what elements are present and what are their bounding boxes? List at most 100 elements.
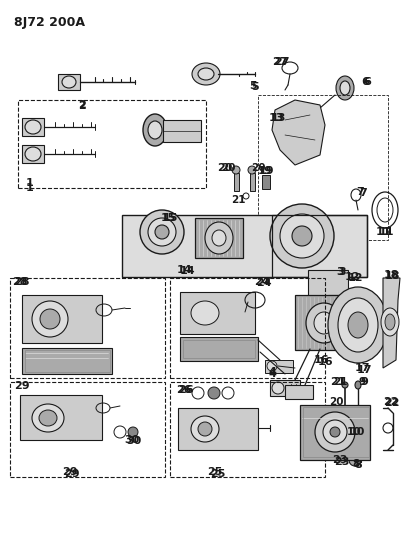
Bar <box>20 395 102 440</box>
Text: 27: 27 <box>273 57 289 67</box>
Bar <box>257 95 387 240</box>
Text: 7: 7 <box>358 188 366 198</box>
Text: 17: 17 <box>353 363 369 373</box>
Text: 12: 12 <box>343 272 359 282</box>
Text: 25: 25 <box>210 469 225 479</box>
Text: 14: 14 <box>180 266 195 276</box>
Bar <box>261 175 269 189</box>
Bar <box>180 337 257 361</box>
Ellipse shape <box>322 420 346 444</box>
Ellipse shape <box>39 410 57 426</box>
Bar <box>10 278 164 378</box>
Ellipse shape <box>354 381 360 389</box>
Text: 4: 4 <box>267 369 275 379</box>
Text: 30: 30 <box>126 436 141 446</box>
Bar <box>348 432 360 462</box>
Bar <box>182 340 254 358</box>
Ellipse shape <box>148 121 162 139</box>
Ellipse shape <box>143 114 166 146</box>
Bar <box>249 173 254 191</box>
Text: 26: 26 <box>178 385 193 395</box>
Ellipse shape <box>32 404 64 432</box>
Bar <box>233 173 239 191</box>
Text: 18: 18 <box>383 271 399 281</box>
Ellipse shape <box>198 422 211 436</box>
Ellipse shape <box>25 147 41 161</box>
Bar <box>170 278 324 378</box>
Text: 24: 24 <box>255 278 271 288</box>
Ellipse shape <box>231 166 239 174</box>
Text: 22: 22 <box>382 397 398 407</box>
Ellipse shape <box>337 298 377 352</box>
Text: 13: 13 <box>269 113 285 123</box>
Text: 16: 16 <box>314 355 329 365</box>
Text: 6: 6 <box>360 77 368 87</box>
Polygon shape <box>307 270 347 310</box>
Bar <box>22 295 102 343</box>
Ellipse shape <box>32 301 68 337</box>
Text: 14: 14 <box>177 265 192 275</box>
Ellipse shape <box>314 412 354 452</box>
Text: 8J72 200A: 8J72 200A <box>14 15 85 28</box>
Text: 1: 1 <box>26 178 34 188</box>
Bar <box>22 348 112 374</box>
Text: 15: 15 <box>160 213 175 223</box>
Bar <box>178 408 257 450</box>
Text: 20: 20 <box>328 397 342 407</box>
Ellipse shape <box>329 427 339 437</box>
Ellipse shape <box>128 427 138 437</box>
Text: 28: 28 <box>12 277 28 287</box>
Text: 30: 30 <box>124 435 139 445</box>
Text: 29: 29 <box>14 381 30 391</box>
Bar <box>22 118 44 136</box>
Ellipse shape <box>266 361 276 371</box>
Text: 11: 11 <box>377 227 393 237</box>
Bar <box>22 145 44 163</box>
Text: 6: 6 <box>362 77 370 87</box>
Bar <box>302 407 368 457</box>
Text: 20: 20 <box>250 163 265 173</box>
Ellipse shape <box>327 287 387 363</box>
Ellipse shape <box>190 416 219 442</box>
Bar <box>194 218 242 258</box>
Bar <box>294 295 352 350</box>
Text: 19: 19 <box>257 166 271 176</box>
Text: 8: 8 <box>353 460 361 470</box>
Ellipse shape <box>335 76 353 100</box>
Text: 2: 2 <box>78 100 86 110</box>
Text: 20: 20 <box>217 163 232 173</box>
Bar <box>122 215 366 277</box>
Text: 11: 11 <box>374 227 390 237</box>
Bar <box>284 385 312 399</box>
Ellipse shape <box>305 303 341 343</box>
Text: 23: 23 <box>334 457 349 467</box>
Ellipse shape <box>40 309 60 329</box>
Text: 15: 15 <box>162 213 177 223</box>
Text: 4: 4 <box>267 367 275 377</box>
Text: 23: 23 <box>332 455 347 465</box>
Ellipse shape <box>380 308 398 336</box>
Text: 7: 7 <box>355 187 363 197</box>
Bar <box>264 360 292 373</box>
Text: 21: 21 <box>332 377 346 387</box>
Ellipse shape <box>269 204 333 268</box>
Text: 1: 1 <box>26 183 34 193</box>
Text: 28: 28 <box>14 277 30 287</box>
Bar <box>10 382 164 477</box>
Ellipse shape <box>155 225 168 239</box>
Text: 20: 20 <box>220 163 235 173</box>
Ellipse shape <box>148 218 176 246</box>
Text: 25: 25 <box>207 467 222 477</box>
Bar <box>170 382 324 477</box>
Bar <box>25 350 110 372</box>
Text: 10: 10 <box>346 427 360 437</box>
Text: 3: 3 <box>337 267 345 277</box>
Bar <box>180 292 254 334</box>
Ellipse shape <box>247 166 255 174</box>
Text: 9: 9 <box>359 377 367 387</box>
Ellipse shape <box>347 312 367 338</box>
Ellipse shape <box>207 387 219 399</box>
Ellipse shape <box>384 314 394 330</box>
Ellipse shape <box>205 222 233 254</box>
Text: 16: 16 <box>318 357 333 367</box>
